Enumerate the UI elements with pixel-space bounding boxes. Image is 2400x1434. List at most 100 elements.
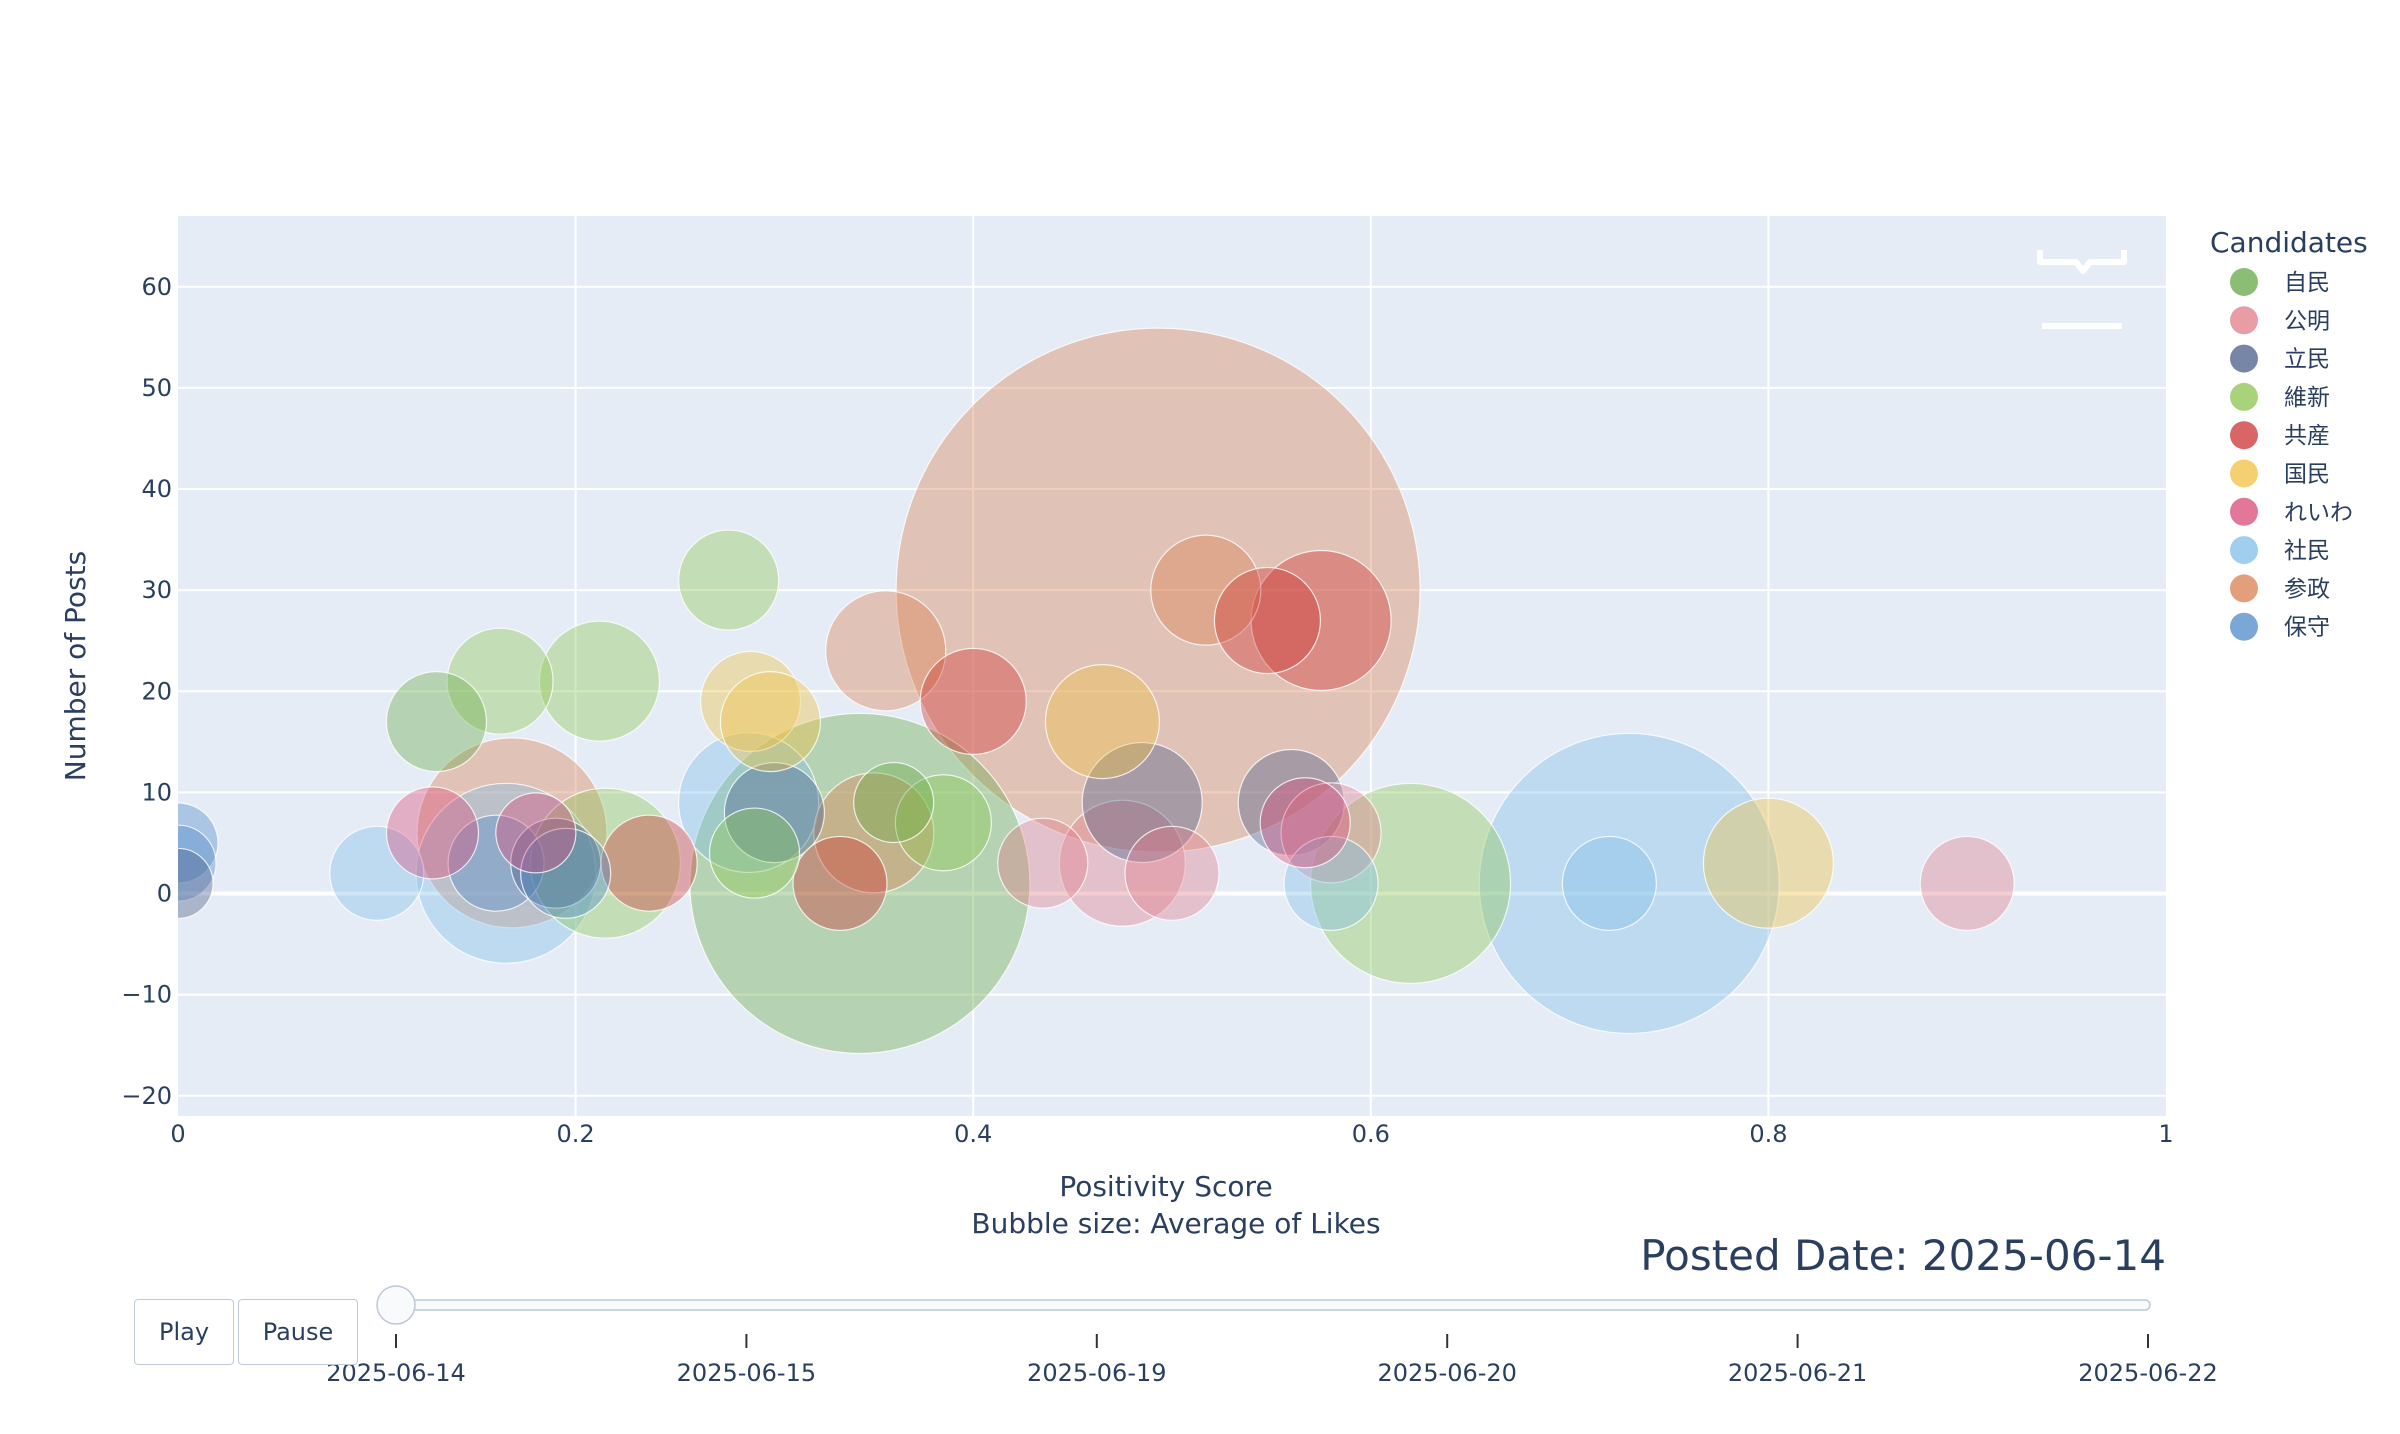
- y-tick-label: 50: [141, 374, 172, 402]
- bubble-7-5[interactable]: [1283, 835, 1379, 932]
- bubble-5-3[interactable]: [1044, 664, 1161, 780]
- y-tick-label: 20: [141, 677, 172, 705]
- legend-label: 共産: [2284, 423, 2330, 449]
- legend-item-3[interactable]: 維新: [2230, 382, 2330, 411]
- legend-swatch: [2230, 536, 2258, 565]
- bubble-0-1[interactable]: [689, 712, 1031, 1055]
- slider-step-label[interactable]: 2025-06-22: [2078, 1359, 2217, 1387]
- bubble-3-6[interactable]: [708, 807, 801, 899]
- legend-swatch: [2230, 344, 2258, 373]
- legend-item-4[interactable]: 共産: [2230, 421, 2330, 450]
- bubble-2-0[interactable]: [143, 847, 214, 920]
- date-slider[interactable]: 2025-06-14 2025-06-15 2025-06-19 2025-06-20…: [326, 1285, 2218, 1387]
- legend-title: Candidates: [2210, 226, 2368, 259]
- bubble-6-1[interactable]: [495, 792, 577, 874]
- slider-handle[interactable]: [376, 1285, 416, 1325]
- bubble-1-1[interactable]: [997, 817, 1089, 909]
- legend-label: 公明: [2284, 308, 2330, 334]
- autoscale-icon[interactable]: [2037, 250, 2127, 274]
- legend-item-6[interactable]: れいわ: [2230, 497, 2353, 526]
- bubble-layer[interactable]: [138, 327, 2015, 1055]
- bubble-6-0[interactable]: [385, 786, 480, 880]
- bubble-5-2[interactable]: [1702, 797, 1835, 929]
- bubble-1-3[interactable]: [1124, 825, 1220, 921]
- bubble-3-0[interactable]: [446, 627, 554, 735]
- bubble-0-0[interactable]: [385, 671, 488, 773]
- x-tick-label: 0: [170, 1120, 185, 1148]
- bubble-5-0[interactable]: [699, 650, 802, 752]
- bubble-4-1[interactable]: [919, 647, 1027, 755]
- bubble-1-0[interactable]: [1919, 835, 2015, 932]
- bubble-2-2[interactable]: [1081, 741, 1203, 864]
- legend-label: 国民: [2284, 462, 2330, 488]
- bubble-1-2[interactable]: [1058, 799, 1186, 927]
- bubble-3-2[interactable]: [678, 529, 780, 631]
- y-axis-ticks: −20 −10 0 10 20 30 40 50 60: [121, 273, 172, 1110]
- legend-item-1[interactable]: 公明: [2230, 306, 2330, 335]
- legend-item-9[interactable]: 保守: [2230, 612, 2330, 641]
- legend-swatch: [2230, 459, 2258, 488]
- y-tick-label: 60: [141, 273, 172, 301]
- legend-item-2[interactable]: 立民: [2230, 344, 2330, 373]
- y-tick-label: 10: [141, 778, 172, 806]
- y-axis-title: Number of Posts: [59, 551, 92, 781]
- bubble-3-1[interactable]: [538, 620, 661, 742]
- bubble-8-1[interactable]: [416, 737, 608, 929]
- bubble-1-4[interactable]: [1280, 782, 1382, 884]
- bubble-7-4[interactable]: [677, 731, 820, 874]
- bubble-8-2[interactable]: [825, 590, 947, 712]
- bubble-9-0[interactable]: [138, 802, 219, 884]
- bubble-4-0[interactable]: [600, 814, 698, 912]
- slider-step-label[interactable]: 2025-06-21: [1728, 1359, 1867, 1387]
- x-tick-label: 0.8: [1749, 1120, 1787, 1148]
- bubble-8-4[interactable]: [813, 772, 935, 894]
- x-tick-label: 0.6: [1352, 1120, 1390, 1148]
- slider-step-label[interactable]: 2025-06-20: [1377, 1359, 1516, 1387]
- pause-button[interactable]: Pause: [238, 1299, 358, 1365]
- legend-swatch: [2230, 421, 2258, 450]
- x-tick-label: 1: [2158, 1120, 2173, 1148]
- bubble-4-2[interactable]: [1213, 566, 1322, 675]
- slider-track[interactable]: [389, 1299, 2151, 1311]
- play-button[interactable]: Play: [134, 1299, 234, 1365]
- grid-lines: [178, 216, 2166, 1116]
- legend-label: 維新: [2284, 385, 2330, 411]
- slider-step-label[interactable]: 2025-06-19: [1027, 1359, 1166, 1387]
- plot-background: [178, 216, 2166, 1116]
- bubble-2-1[interactable]: [510, 817, 602, 909]
- x-axis-ticks: 0 0.2 0.4 0.6 0.8 1: [170, 1120, 2173, 1148]
- x-tick-label: 0.2: [557, 1120, 595, 1148]
- bubble-9-1[interactable]: [140, 824, 217, 902]
- bubble-3-5[interactable]: [894, 774, 992, 872]
- legend-swatch: [2230, 306, 2258, 335]
- legend-item-0[interactable]: 自民: [2230, 268, 2330, 296]
- legend-item-5[interactable]: 国民: [2230, 459, 2330, 488]
- bubble-7-3[interactable]: [415, 782, 597, 964]
- legend-label: 参政: [2284, 576, 2330, 602]
- bubble-7-0[interactable]: [1478, 732, 1780, 1035]
- bubble-7-2[interactable]: [329, 825, 425, 921]
- legend-swatch: [2230, 382, 2258, 411]
- legend-item-8[interactable]: 参政: [2230, 574, 2330, 603]
- bubble-9-2[interactable]: [520, 827, 612, 919]
- bubble-8-0[interactable]: [895, 327, 1421, 853]
- slider-step-label[interactable]: 2025-06-15: [677, 1359, 816, 1387]
- bubble-5-1[interactable]: [719, 671, 822, 773]
- bubble-3-3[interactable]: [1309, 782, 1512, 985]
- bubble-3-4[interactable]: [529, 787, 682, 939]
- legend-label: 立民: [2284, 347, 2330, 373]
- slider-ticks: 2025-06-14 2025-06-15 2025-06-19 2025-06-20…: [326, 1334, 2218, 1387]
- bubble-4-4[interactable]: [792, 835, 888, 932]
- current-date-label: Posted Date: 2025-06-14: [1640, 1231, 2166, 1280]
- legend-item-7[interactable]: 社民: [2230, 536, 2330, 565]
- bubble-6-2[interactable]: [1259, 777, 1351, 869]
- bubble-9-3[interactable]: [447, 814, 545, 912]
- x-tick-label: 0.4: [954, 1120, 992, 1148]
- legend-label: 保守: [2284, 615, 2330, 641]
- bubble-0-2[interactable]: [853, 761, 935, 844]
- legend-swatch: [2230, 268, 2258, 296]
- bubble-8-3[interactable]: [1150, 534, 1262, 646]
- bubble-7-1[interactable]: [1561, 835, 1657, 932]
